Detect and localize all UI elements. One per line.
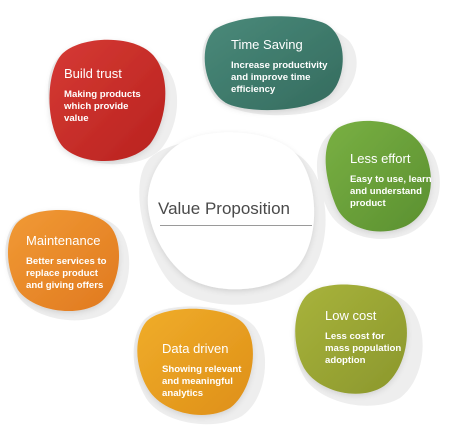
description-line: efficiency — [231, 84, 276, 95]
time-saving-description: Increase productivity and improve time e… — [231, 60, 328, 96]
maintenance-card: Maintenance Better services to replace p… — [26, 233, 107, 292]
low-cost-title: Low cost — [325, 308, 377, 323]
data-driven-blob — [137, 308, 253, 415]
description-line: Better services to — [26, 256, 107, 267]
build-trust-card: Build trust Making products which provid… — [64, 66, 141, 125]
maintenance-blob — [7, 209, 120, 312]
description-line: analytics — [162, 388, 204, 399]
time-saving-card: Time Saving Increase productivity and im… — [231, 37, 328, 96]
description-line: and meaningful — [162, 376, 233, 387]
description-line: which provide — [64, 101, 129, 112]
description-line: replace product — [26, 268, 98, 279]
description-line: Making products — [64, 89, 141, 100]
description-line: mass population — [325, 343, 402, 354]
description-line: Showing relevant — [162, 364, 242, 375]
less-effort-title: Less effort — [350, 151, 411, 166]
center-title: Value Proposition — [158, 199, 290, 218]
description-line: adoption — [325, 355, 366, 366]
data-driven-title: Data driven — [162, 341, 229, 356]
low-cost-description: Less cost for mass population adoption — [325, 331, 401, 367]
less-effort-description: Easy to use, learn and understand produc… — [350, 174, 432, 210]
build-trust-description: Making products which provide value — [64, 89, 141, 125]
maintenance-title: Maintenance — [26, 233, 101, 248]
less-effort-blob — [325, 120, 431, 232]
description-line: Easy to use, learn — [350, 174, 432, 185]
data-driven-description: Showing relevant and meaningful analytic… — [162, 364, 241, 400]
description-line: Less cost for — [325, 331, 385, 342]
center-divider — [160, 225, 312, 226]
description-line: value — [64, 113, 89, 124]
low-cost-blob — [295, 284, 407, 394]
data-driven-card: Data driven Showing relevant and meaning… — [162, 341, 241, 400]
maintenance-description: Better services to replace product and g… — [26, 256, 107, 292]
description-line: and giving offers — [26, 280, 104, 291]
build-trust-blob — [49, 39, 166, 162]
description-line: product — [350, 198, 386, 209]
description-line: and understand — [350, 186, 422, 197]
build-trust-title: Build trust — [64, 66, 122, 81]
description-line: and improve time — [231, 72, 311, 83]
low-cost-card: Low cost Less cost for mass population a… — [325, 308, 401, 367]
time-saving-blob — [204, 16, 343, 111]
time-saving-title: Time Saving — [231, 37, 303, 52]
description-line: Increase productivity — [231, 60, 328, 71]
center-blob — [147, 132, 315, 290]
less-effort-card: Less effort Easy to use, learn and under… — [350, 151, 432, 210]
